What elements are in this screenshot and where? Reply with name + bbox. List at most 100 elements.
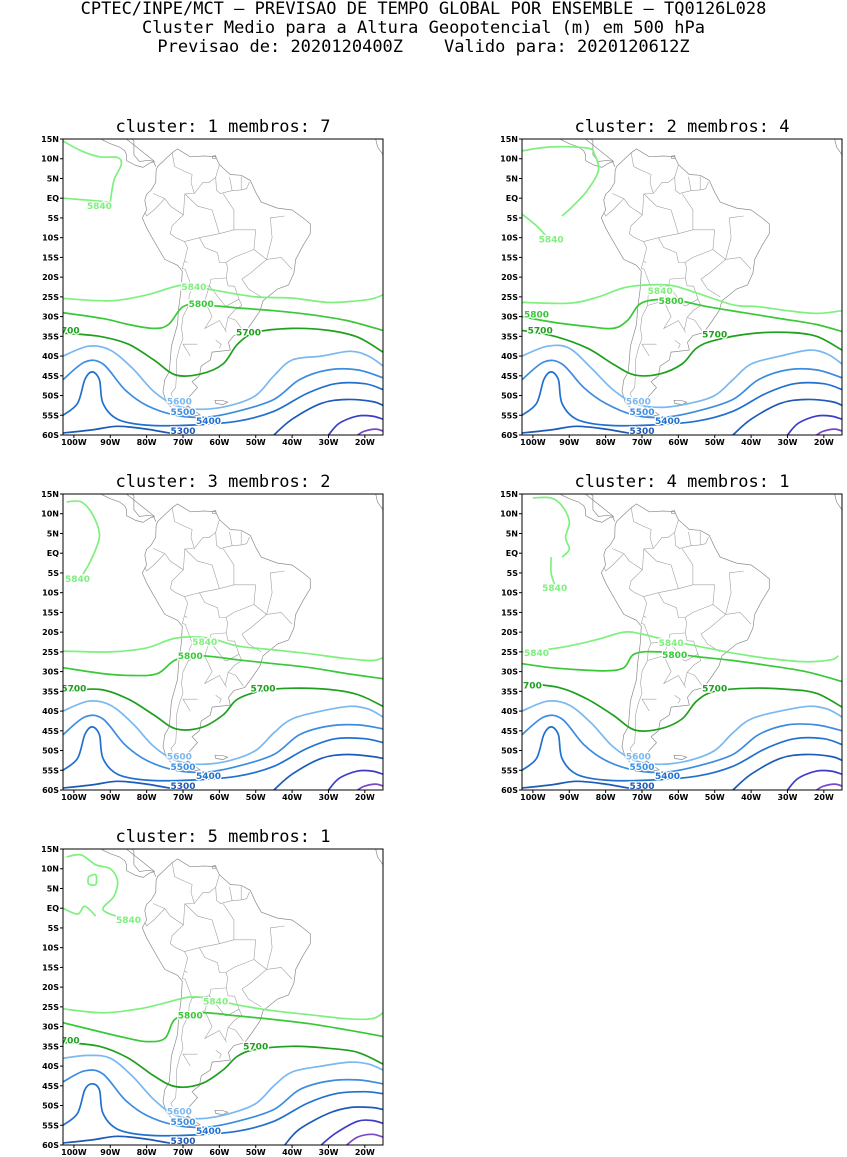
lat-tick-label: 5N xyxy=(47,529,59,538)
contour-5840 xyxy=(63,995,383,1021)
border-line xyxy=(658,584,715,593)
border-line xyxy=(199,939,256,948)
contour-5300 xyxy=(522,780,643,790)
contour-label-5840b: 5840 xyxy=(203,998,228,1008)
border-line xyxy=(227,1027,244,1042)
lat-tick-label: 25S xyxy=(501,648,518,657)
lat-tick-label: EQ xyxy=(47,904,59,913)
coastline xyxy=(100,849,157,878)
lat-tick-label: 30S xyxy=(42,1023,59,1032)
border-line xyxy=(653,532,675,549)
contour-label-5600: 5600 xyxy=(626,753,651,763)
border-line xyxy=(686,317,703,332)
coastline xyxy=(834,139,842,156)
contour-label-5300: 5300 xyxy=(629,782,654,792)
contour-Low1 xyxy=(327,414,383,435)
contour-5840 xyxy=(532,496,571,558)
lon-tick-label: 20W xyxy=(355,438,375,447)
coastline xyxy=(673,399,688,405)
border-line xyxy=(215,340,222,349)
lat-tick-label: 15N xyxy=(41,490,59,499)
border-line xyxy=(184,903,220,944)
coastline xyxy=(584,494,614,517)
contour-label-5700b: 700 xyxy=(61,326,80,336)
border-line xyxy=(700,257,752,280)
lon-tick-label: 100W xyxy=(520,793,546,802)
lon-tick-label: 20W xyxy=(355,1148,375,1157)
lat-tick-label: 20S xyxy=(42,273,59,282)
contour-5400 xyxy=(522,371,842,427)
border-line xyxy=(681,193,694,230)
coastline xyxy=(639,760,660,772)
border-line xyxy=(241,257,293,280)
border-line xyxy=(153,862,195,926)
lon-tick-label: 100W xyxy=(61,793,87,802)
lon-tick-label: 80W xyxy=(596,793,616,802)
lon-tick-label: 90W xyxy=(100,1148,120,1157)
contour-5800 xyxy=(63,654,383,680)
contour-label-5800: 5800 xyxy=(189,300,214,310)
coastline xyxy=(375,849,383,866)
lon-tick-label: 100W xyxy=(61,1148,87,1157)
border-line xyxy=(225,249,255,263)
border-line xyxy=(653,177,675,194)
contour-5800 xyxy=(63,1011,383,1043)
contour-label-5840a: 5840 xyxy=(65,575,90,585)
border-line xyxy=(222,903,235,940)
contour-5300 xyxy=(63,780,184,790)
lat-tick-label: 20S xyxy=(42,983,59,992)
lat-tick-label: 5S xyxy=(507,214,519,223)
border-line xyxy=(170,237,229,405)
contour-label-5700b: 5700 xyxy=(517,681,542,691)
border-line xyxy=(169,214,193,289)
lat-tick-label: 5S xyxy=(48,214,60,223)
border-line xyxy=(683,299,702,331)
contour-Low2 xyxy=(816,783,842,790)
contour-label-5700a: 5700 xyxy=(702,330,727,340)
lat-tick-label: 20S xyxy=(501,273,518,282)
border-line xyxy=(603,553,625,572)
contour-5840 xyxy=(87,873,98,887)
lat-tick-label: 35S xyxy=(42,332,59,341)
lat-tick-label: 20S xyxy=(42,628,59,637)
lat-tick-label: 15N xyxy=(41,845,59,854)
contour-5400 xyxy=(522,726,842,782)
contour-label-5500: 5500 xyxy=(170,1118,195,1128)
border-line xyxy=(241,612,293,635)
lat-tick-label: 60S xyxy=(42,786,59,795)
contour-label-5500: 5500 xyxy=(170,763,195,773)
lon-tick-label: 60W xyxy=(668,793,688,802)
lon-tick-label: 40W xyxy=(741,793,761,802)
lat-tick-label: 35S xyxy=(501,687,518,696)
border-line xyxy=(225,959,255,973)
border-line xyxy=(229,886,233,901)
coastline xyxy=(214,1109,229,1115)
lat-tick-label: 60S xyxy=(42,431,59,440)
border-line xyxy=(170,947,229,1115)
lon-tick-label: 100W xyxy=(520,438,546,447)
lat-tick-label: 15S xyxy=(501,608,518,617)
lat-tick-label: 45S xyxy=(501,372,518,381)
contour-Low2 xyxy=(357,428,383,435)
border-line xyxy=(700,612,752,635)
lat-tick-label: 30S xyxy=(42,668,59,677)
border-line xyxy=(222,193,235,230)
coastline xyxy=(212,865,217,869)
lon-tick-label: 50W xyxy=(246,438,266,447)
lon-tick-label: 20W xyxy=(814,793,834,802)
border-line xyxy=(647,285,669,306)
contour-5700 xyxy=(522,329,842,377)
country-borders xyxy=(603,152,752,405)
contour-5840 xyxy=(63,140,123,203)
lat-tick-label: 40S xyxy=(42,707,59,716)
contour-label-5500: 5500 xyxy=(629,408,654,418)
contour-5700 xyxy=(63,1041,383,1088)
contour-label-5700a: 5700 xyxy=(250,685,275,695)
contour-5840 xyxy=(63,636,383,662)
border-line xyxy=(194,887,216,904)
contour-5840 xyxy=(522,631,839,663)
contour-label-5600: 5600 xyxy=(167,398,192,408)
border-line xyxy=(253,570,285,615)
contour-label-5300: 5300 xyxy=(629,427,654,437)
